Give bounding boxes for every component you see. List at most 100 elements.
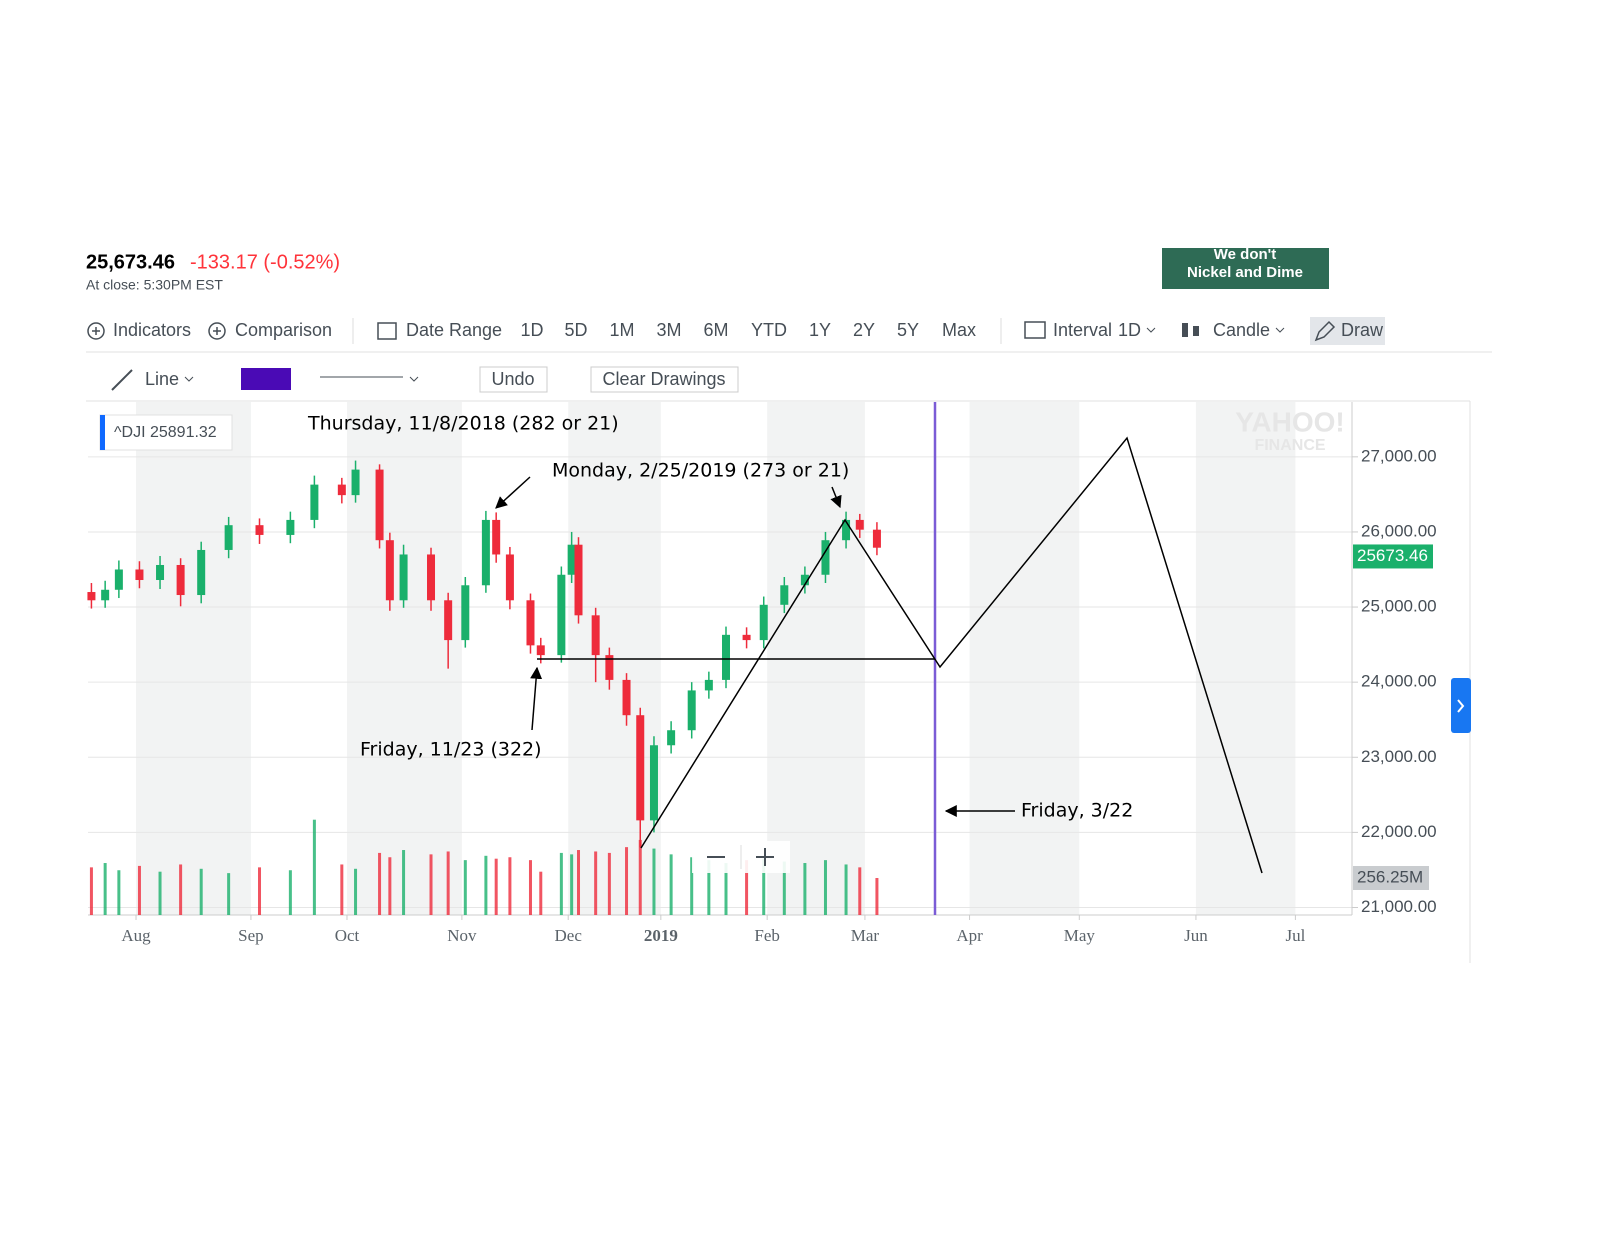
draw-button-bg[interactable]: [1310, 317, 1385, 345]
x-tick-label: Aug: [121, 926, 151, 945]
toolbar-button[interactable]: 1D: [1118, 320, 1141, 340]
chevron[interactable]: [184, 376, 194, 382]
clear-button[interactable]: [590, 366, 739, 393]
volume-bar: [179, 864, 183, 915]
draw-tool[interactable]: Line: [145, 369, 179, 389]
interval-icon[interactable]: [1024, 321, 1046, 339]
chevron[interactable]: [409, 376, 419, 382]
candle-body: [87, 592, 96, 601]
volume-bar: [858, 867, 862, 915]
annotation-arrow: [830, 486, 842, 509]
y-tick-label: 22,000.00: [1361, 822, 1437, 841]
candle-body: [444, 600, 453, 641]
candle-body: [224, 525, 233, 550]
color-picker[interactable]: [241, 368, 291, 390]
annotation: Friday, 3/22: [1021, 800, 1133, 822]
candle-body: [310, 484, 319, 520]
candle-body: [821, 540, 830, 575]
range-button[interactable]: 2Y: [853, 320, 875, 340]
range-button[interactable]: 1Y: [809, 320, 831, 340]
candle-icon[interactable]: [1193, 326, 1199, 336]
ad-text[interactable]: Nickel and Dime: [1187, 264, 1303, 281]
candle-body: [286, 519, 295, 535]
candle-body: [722, 634, 731, 680]
range-button[interactable]: 1M: [609, 320, 634, 340]
volume-bar: [745, 860, 749, 915]
range-button[interactable]: 5D: [564, 320, 587, 340]
x-tick-label: Nov: [447, 926, 477, 945]
volume-bar: [378, 852, 382, 915]
plus-icon[interactable]: [213, 327, 221, 335]
plus-icon[interactable]: [92, 327, 100, 335]
undo-label[interactable]: Undo: [491, 369, 534, 389]
toolbar-button[interactable]: Draw: [1341, 320, 1384, 340]
candle-body: [557, 574, 566, 656]
toolbar-button[interactable]: Interval: [1053, 320, 1112, 340]
volume-bar: [158, 871, 162, 915]
line-tool-icon[interactable]: [111, 369, 133, 391]
ad-text[interactable]: We don't: [1214, 246, 1276, 263]
undo-button[interactable]: [479, 366, 548, 393]
volume-bar: [875, 878, 879, 915]
side-tab-chevron[interactable]: [1457, 699, 1465, 713]
range-button[interactable]: 6M: [703, 320, 728, 340]
zoom-in[interactable]: [756, 848, 774, 866]
range-button[interactable]: 3M: [656, 320, 681, 340]
candle-body: [667, 730, 676, 746]
toolbar-button[interactable]: Date Range: [406, 320, 502, 340]
candle-icon[interactable]: [1182, 323, 1188, 337]
calendar-icon[interactable]: [377, 322, 397, 340]
x-tick-label: Sep: [238, 926, 264, 945]
candle-body: [872, 529, 881, 548]
volume-bar: [484, 855, 488, 915]
volume-bar: [402, 850, 406, 915]
x-tick-label: 2019: [644, 926, 678, 945]
pencil-icon[interactable]: [1314, 320, 1336, 342]
candle-body: [505, 554, 514, 601]
toolbar-button[interactable]: Indicators: [113, 320, 191, 340]
volume-bar: [258, 867, 262, 915]
range-button[interactable]: Max: [942, 320, 976, 340]
candle-body: [574, 544, 583, 616]
candle-body: [687, 690, 696, 731]
candle-body: [375, 469, 384, 541]
volume-bar: [354, 868, 358, 915]
candle-body: [649, 745, 658, 821]
quote-change: -133.17 (-0.52%): [190, 251, 340, 273]
volume-bar: [638, 839, 642, 915]
x-tick-label: Mar: [851, 926, 880, 945]
x-tick-label: Jul: [1285, 926, 1305, 945]
annotation: Thursday, 11/8/2018 (282 or 21): [307, 413, 619, 435]
volume-bar: [707, 860, 711, 915]
candle-body: [622, 679, 631, 716]
range-button[interactable]: 1D: [520, 320, 543, 340]
candle-body: [481, 519, 490, 586]
side-tab[interactable]: [1451, 678, 1471, 733]
chevron[interactable]: [1146, 327, 1156, 333]
candle-body: [114, 569, 123, 590]
clear-label[interactable]: Clear Drawings: [602, 369, 725, 389]
ad[interactable]: We don't Nickel and Dime: [1162, 246, 1329, 289]
toolbar-button[interactable]: Candle: [1213, 320, 1270, 340]
plus-icon[interactable]: [208, 322, 226, 340]
candle-body: [591, 615, 600, 656]
volume-bar: [577, 850, 581, 915]
chevron[interactable]: [1275, 327, 1285, 333]
plus-icon[interactable]: [87, 322, 105, 340]
candle-body: [742, 634, 751, 641]
price-tag: [1353, 544, 1433, 569]
candle-body: [101, 589, 110, 601]
volume-bar: [762, 858, 766, 915]
drawn-line: [640, 436, 1263, 874]
range-button[interactable]: YTD: [751, 320, 787, 340]
range-button[interactable]: 5Y: [897, 320, 919, 340]
toolbar-button[interactable]: Comparison: [235, 320, 332, 340]
volume-bar: [388, 857, 392, 915]
legend-box: [99, 414, 233, 451]
volume-bar: [227, 873, 231, 915]
watermark: YAHOO!: [1235, 406, 1344, 437]
candle-body: [704, 679, 713, 691]
ad-box[interactable]: [1162, 248, 1329, 289]
volume-bar: [288, 870, 292, 915]
